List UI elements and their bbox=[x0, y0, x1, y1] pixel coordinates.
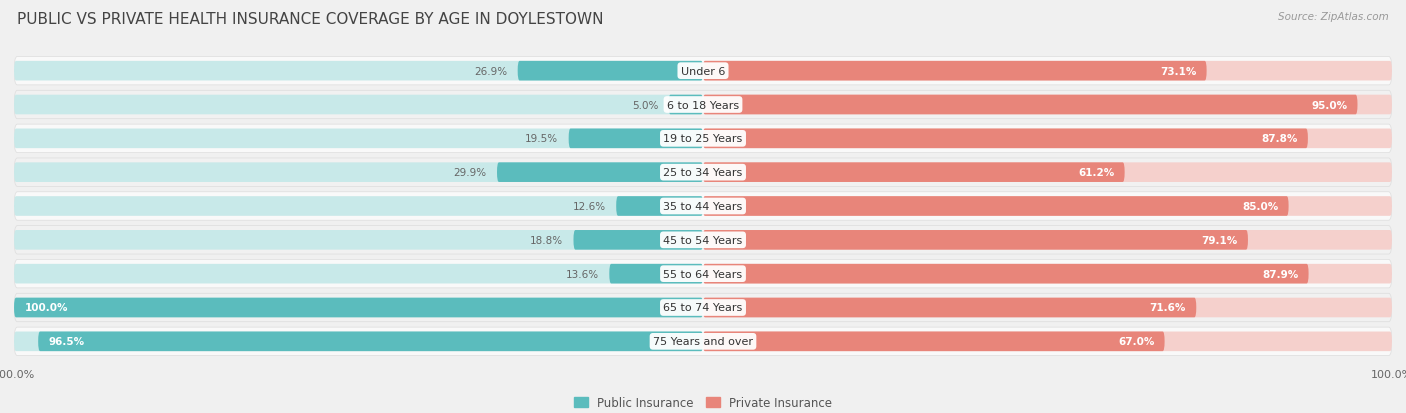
Text: 87.8%: 87.8% bbox=[1261, 134, 1298, 144]
Text: 19 to 25 Years: 19 to 25 Years bbox=[664, 134, 742, 144]
Text: 96.5%: 96.5% bbox=[48, 337, 84, 347]
FancyBboxPatch shape bbox=[14, 159, 1392, 187]
FancyBboxPatch shape bbox=[14, 226, 1392, 254]
FancyBboxPatch shape bbox=[703, 62, 1392, 81]
Text: 71.6%: 71.6% bbox=[1150, 303, 1185, 313]
FancyBboxPatch shape bbox=[568, 129, 703, 149]
FancyBboxPatch shape bbox=[703, 95, 1392, 115]
FancyBboxPatch shape bbox=[703, 298, 1392, 318]
FancyBboxPatch shape bbox=[14, 260, 1392, 288]
Text: PUBLIC VS PRIVATE HEALTH INSURANCE COVERAGE BY AGE IN DOYLESTOWN: PUBLIC VS PRIVATE HEALTH INSURANCE COVER… bbox=[17, 12, 603, 27]
FancyBboxPatch shape bbox=[703, 230, 1392, 250]
Text: 73.1%: 73.1% bbox=[1160, 66, 1197, 76]
FancyBboxPatch shape bbox=[14, 197, 703, 216]
FancyBboxPatch shape bbox=[14, 298, 703, 318]
Text: 65 to 74 Years: 65 to 74 Years bbox=[664, 303, 742, 313]
Text: 67.0%: 67.0% bbox=[1118, 337, 1154, 347]
FancyBboxPatch shape bbox=[703, 129, 1308, 149]
FancyBboxPatch shape bbox=[14, 264, 703, 284]
Text: 55 to 64 Years: 55 to 64 Years bbox=[664, 269, 742, 279]
Text: Under 6: Under 6 bbox=[681, 66, 725, 76]
FancyBboxPatch shape bbox=[703, 163, 1392, 183]
FancyBboxPatch shape bbox=[14, 192, 1392, 221]
Text: 26.9%: 26.9% bbox=[474, 66, 508, 76]
FancyBboxPatch shape bbox=[14, 298, 703, 318]
Text: 5.0%: 5.0% bbox=[631, 100, 658, 110]
Text: 35 to 44 Years: 35 to 44 Years bbox=[664, 202, 742, 211]
FancyBboxPatch shape bbox=[669, 95, 703, 115]
Text: Source: ZipAtlas.com: Source: ZipAtlas.com bbox=[1278, 12, 1389, 22]
FancyBboxPatch shape bbox=[703, 298, 1197, 318]
Text: 95.0%: 95.0% bbox=[1310, 100, 1347, 110]
FancyBboxPatch shape bbox=[496, 163, 703, 183]
FancyBboxPatch shape bbox=[616, 197, 703, 216]
FancyBboxPatch shape bbox=[517, 62, 703, 81]
FancyBboxPatch shape bbox=[14, 328, 1392, 356]
FancyBboxPatch shape bbox=[703, 230, 1249, 250]
Text: 87.9%: 87.9% bbox=[1263, 269, 1298, 279]
Text: 12.6%: 12.6% bbox=[572, 202, 606, 211]
FancyBboxPatch shape bbox=[14, 125, 1392, 153]
FancyBboxPatch shape bbox=[14, 95, 703, 115]
FancyBboxPatch shape bbox=[703, 264, 1392, 284]
FancyBboxPatch shape bbox=[703, 129, 1392, 149]
Text: 29.9%: 29.9% bbox=[454, 168, 486, 178]
FancyBboxPatch shape bbox=[574, 230, 703, 250]
Text: 25 to 34 Years: 25 to 34 Years bbox=[664, 168, 742, 178]
FancyBboxPatch shape bbox=[703, 163, 1125, 183]
Text: 75 Years and over: 75 Years and over bbox=[652, 337, 754, 347]
Text: 19.5%: 19.5% bbox=[526, 134, 558, 144]
FancyBboxPatch shape bbox=[703, 95, 1358, 115]
Text: 85.0%: 85.0% bbox=[1241, 202, 1278, 211]
Legend: Public Insurance, Private Insurance: Public Insurance, Private Insurance bbox=[569, 392, 837, 413]
FancyBboxPatch shape bbox=[703, 197, 1392, 216]
FancyBboxPatch shape bbox=[14, 230, 703, 250]
FancyBboxPatch shape bbox=[38, 332, 703, 351]
FancyBboxPatch shape bbox=[14, 62, 703, 81]
Text: 18.8%: 18.8% bbox=[530, 235, 564, 245]
FancyBboxPatch shape bbox=[14, 294, 1392, 322]
FancyBboxPatch shape bbox=[703, 332, 1164, 351]
FancyBboxPatch shape bbox=[703, 197, 1289, 216]
FancyBboxPatch shape bbox=[14, 332, 703, 351]
FancyBboxPatch shape bbox=[14, 163, 703, 183]
FancyBboxPatch shape bbox=[14, 91, 1392, 119]
FancyBboxPatch shape bbox=[14, 57, 1392, 85]
Text: 61.2%: 61.2% bbox=[1078, 168, 1115, 178]
Text: 45 to 54 Years: 45 to 54 Years bbox=[664, 235, 742, 245]
FancyBboxPatch shape bbox=[703, 264, 1309, 284]
Text: 100.0%: 100.0% bbox=[24, 303, 67, 313]
FancyBboxPatch shape bbox=[14, 129, 703, 149]
Text: 6 to 18 Years: 6 to 18 Years bbox=[666, 100, 740, 110]
FancyBboxPatch shape bbox=[609, 264, 703, 284]
FancyBboxPatch shape bbox=[703, 332, 1392, 351]
Text: 13.6%: 13.6% bbox=[565, 269, 599, 279]
FancyBboxPatch shape bbox=[703, 62, 1206, 81]
Text: 79.1%: 79.1% bbox=[1201, 235, 1237, 245]
